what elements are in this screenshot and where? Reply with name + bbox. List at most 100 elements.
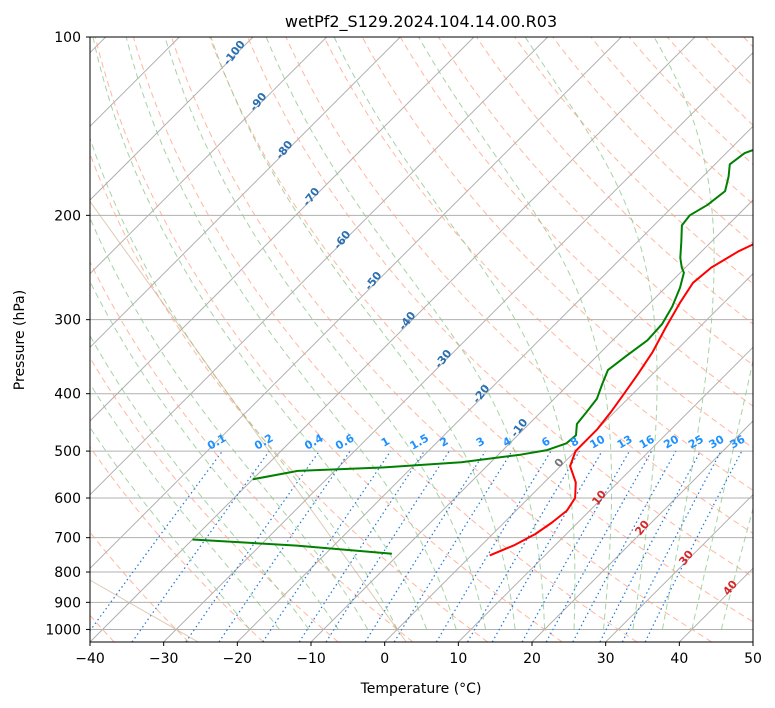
y-tick-label: 900 xyxy=(54,595,81,611)
moist-adiabat xyxy=(90,382,280,630)
mixing-ratio-lines xyxy=(90,450,743,642)
y-tick-label: 700 xyxy=(54,531,81,547)
moist-adiabats xyxy=(90,37,753,630)
dry-adiabat-label: -20 xyxy=(470,382,493,406)
x-tick-label: 30 xyxy=(597,651,615,667)
dry-adiabat xyxy=(399,37,753,407)
dry-adiabat xyxy=(90,531,190,642)
dry-adiabat xyxy=(743,37,753,48)
y-axis-ticks: 100 200 300 400 500 600 700 800 900 1000 xyxy=(45,30,90,638)
mixing-ratio-label: 25 xyxy=(686,433,706,452)
mixing-ratio-label: 6 xyxy=(539,434,552,449)
dry-adiabat-label: -40 xyxy=(396,309,419,333)
dry-adiabat-label: -70 xyxy=(300,185,323,209)
isotherm xyxy=(90,37,549,496)
sounding-series xyxy=(192,149,753,557)
dry-adiabat-label: -30 xyxy=(432,347,455,371)
dry-adiabat xyxy=(90,446,264,642)
skewed-isotherms xyxy=(90,37,753,642)
dry-adiabat xyxy=(247,37,753,578)
x-axis-ticks: −40 −30 −20 −10 0 10 20 30 40 50 xyxy=(75,642,762,667)
moist-adiabat xyxy=(691,358,753,630)
isotherm xyxy=(605,493,753,642)
mixing-ratio-line xyxy=(262,450,392,642)
y-tick-label: 100 xyxy=(54,30,81,46)
moist-adiabat-label: 40 xyxy=(720,578,740,598)
moist-adiabat xyxy=(210,37,516,630)
mixing-ratio-label: 30 xyxy=(707,432,727,451)
moist-adiabat xyxy=(90,280,339,630)
isotherm xyxy=(90,37,475,422)
dry-adiabat xyxy=(209,37,753,623)
moist-adiabat-label: 10 xyxy=(589,488,609,508)
moist-adiabat xyxy=(653,37,715,630)
mixing-ratio-line xyxy=(644,450,743,642)
isotherm xyxy=(90,37,328,275)
isotherm xyxy=(531,420,753,642)
mixing-ratio-line xyxy=(218,450,351,642)
dry-adiabat xyxy=(514,37,753,285)
dry-adiabat xyxy=(437,37,753,366)
moist-adiabat-label: 20 xyxy=(632,518,652,538)
dry-adiabats xyxy=(90,37,753,642)
mixing-ratio-label: 0.2 xyxy=(252,432,275,453)
dry-adiabat-label: -10 xyxy=(508,416,531,440)
mixing-ratio-label: 4 xyxy=(501,434,514,449)
mixing-ratio-label: 1.5 xyxy=(408,432,431,453)
plot-frame xyxy=(89,36,754,643)
x-tick-label: 10 xyxy=(449,651,467,667)
dry-adiabat xyxy=(94,37,563,642)
mixing-ratio-label: 36 xyxy=(727,432,747,451)
x-tick-label: −40 xyxy=(75,651,105,667)
isotherm xyxy=(457,346,753,642)
mixing-ratio-label: 13 xyxy=(615,433,635,452)
mixing-ratio-line xyxy=(298,450,425,642)
mixing-ratio-label: 3 xyxy=(474,435,487,450)
moist-adiabat xyxy=(720,506,753,630)
isotherm xyxy=(90,37,696,642)
temperature-line xyxy=(489,243,753,557)
mixing-ratio-line xyxy=(131,450,270,642)
moist-adiabat xyxy=(90,426,251,630)
isotherm xyxy=(90,37,401,349)
moist-adiabat-label: 30 xyxy=(676,548,696,568)
mixing-ratio-line xyxy=(466,450,580,642)
background-curves xyxy=(90,200,407,642)
dry-adiabat xyxy=(628,37,753,166)
y-tick-label: 600 xyxy=(54,491,81,507)
x-tick-label: 50 xyxy=(744,651,762,667)
dewpoint-upper-line xyxy=(252,149,753,481)
x-tick-label: 40 xyxy=(670,651,688,667)
moist-adiabat xyxy=(418,37,613,630)
x-tick-label: −20 xyxy=(223,651,253,667)
moist-adiabat xyxy=(164,37,487,630)
dry-adiabat xyxy=(132,37,638,642)
background-curve xyxy=(90,200,407,642)
moist-adiabat xyxy=(125,37,457,630)
mixing-ratio-line xyxy=(572,450,677,642)
dry-adiabat xyxy=(90,260,414,642)
isotherm xyxy=(752,641,753,642)
mixing-ratio-line xyxy=(364,450,486,642)
y-axis-label: Pressure (hPa) xyxy=(12,290,28,390)
dry-adiabat xyxy=(171,37,712,642)
x-axis-label: Temperature (°C) xyxy=(360,681,482,697)
mixing-ratio-label: 0.6 xyxy=(333,431,357,452)
x-tick-label: 20 xyxy=(523,651,541,667)
mixing-ratio-line xyxy=(545,450,653,642)
mixing-ratio-line xyxy=(393,450,513,642)
dry-adiabat-label: -100 xyxy=(221,38,248,68)
mixing-ratio-line xyxy=(325,450,450,642)
isotherm xyxy=(678,567,753,642)
moist-adiabat xyxy=(265,37,546,630)
mixing-ratio-label: 1 xyxy=(379,435,392,450)
mixing-ratio-line xyxy=(185,450,320,642)
dry-adiabat xyxy=(476,37,753,325)
x-tick-label: −10 xyxy=(296,651,326,667)
y-tick-label: 200 xyxy=(54,208,81,224)
dry-adiabat xyxy=(361,37,753,449)
y-tick-label: 500 xyxy=(54,444,81,460)
dry-adiabat-label: -60 xyxy=(331,228,354,252)
isotherm xyxy=(90,37,254,201)
